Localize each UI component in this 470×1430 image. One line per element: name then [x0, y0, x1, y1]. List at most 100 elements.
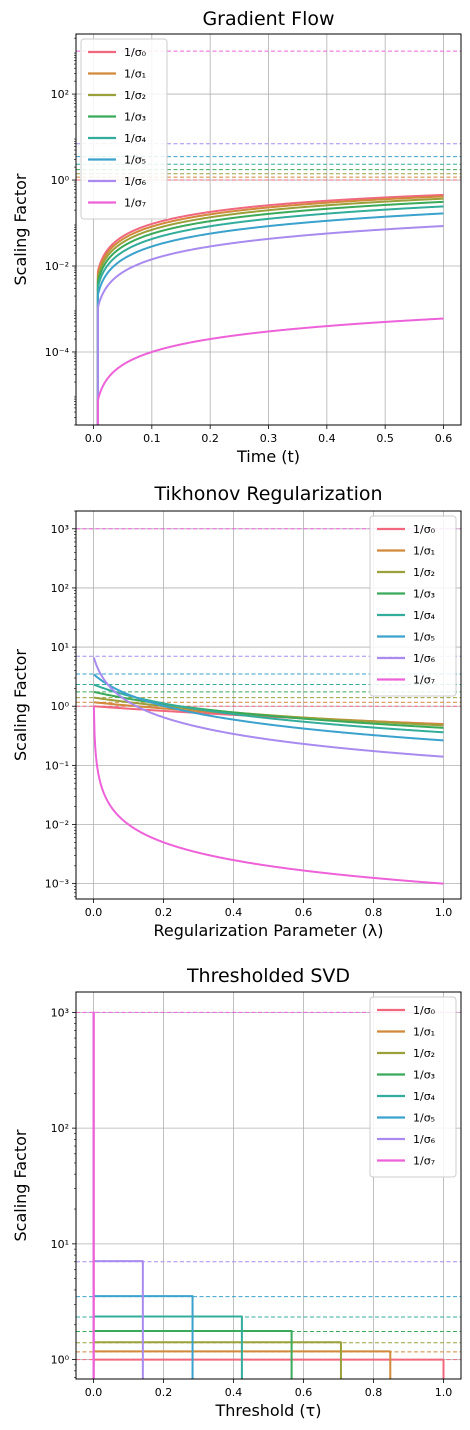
x-tick-label: 0.5 [376, 432, 394, 445]
x-axis-label: Time (t) [236, 447, 300, 466]
y-tick-label: 10² [51, 1122, 69, 1135]
chart-2: 0.0 0.2 0.4 0.6 0.8 1.0 10⁻³ 10⁻² 10⁻¹ 10⁰ 10¹ 10² 1… [11, 483, 462, 940]
x-tick-label: 0.4 [318, 432, 336, 445]
chart-3: 0.0 0.2 0.4 0.6 0.8 1.0 10⁰ 10¹ 10² 10³ Thresholde… [11, 965, 462, 1420]
y-axis-label: Scaling Factor [11, 173, 30, 285]
y-tick-label: 10⁰ [51, 1354, 70, 1367]
series-line-6 [93, 1260, 144, 1379]
series-line-5 [96, 212, 444, 425]
x-tick-label: 0.1 [143, 432, 161, 445]
y-tick-label: 10⁰ [51, 174, 70, 187]
legend-label-1: 1/σ₁ [413, 545, 435, 558]
series-line-4 [96, 205, 444, 425]
chart-1: 0.0 0.1 0.2 0.3 0.4 0.5 0.6 10⁻⁴ 10⁻² 10⁰ 10² Gradi… [11, 8, 462, 466]
legend-label-3: 1/σ₃ [413, 1069, 435, 1082]
legend-box [369, 996, 457, 1178]
y-tick-label: 10⁻² [45, 260, 69, 273]
y-axis-label: Scaling Factor [11, 1129, 30, 1241]
series-line-7 [92, 706, 444, 885]
x-tick-label: 0.0 [85, 906, 103, 919]
series-line-3 [96, 200, 444, 425]
x-tick-label: 1.0 [435, 906, 453, 919]
x-tick-label: 0.0 [85, 432, 103, 445]
y-tick-label: 10⁰ [51, 700, 70, 713]
y-tick-label: 10¹ [51, 1238, 69, 1251]
legend-label-7: 1/σ₇ [124, 197, 146, 210]
legend-label-4: 1/σ₄ [124, 132, 147, 145]
legend-label-5: 1/σ₅ [124, 154, 146, 167]
axes-frame [75, 991, 462, 1380]
y-tick-label: 10² [51, 582, 69, 595]
legend-label-6: 1/σ₆ [413, 1133, 436, 1146]
legend-label-2: 1/σ₂ [124, 89, 146, 102]
series-line-3 [93, 1330, 293, 1379]
legend-label-2: 1/σ₂ [413, 566, 435, 579]
x-tick-label: 0.6 [295, 906, 313, 919]
legend-label-5: 1/σ₅ [413, 631, 435, 644]
series-line-1 [96, 195, 444, 425]
series-line-4 [93, 1315, 243, 1379]
y-tick-label: 10² [51, 88, 69, 101]
legend-box [80, 38, 168, 220]
legend: 1/σ₀ 1/σ₁ 1/σ₂ 1/σ₃ 1/σ₄ 1/σ₅ 1/σ₆ 1/σ₇ [369, 996, 457, 1178]
legend-label-0: 1/σ₀ [124, 46, 147, 59]
legend-box [369, 515, 457, 697]
series-line-6 [92, 657, 444, 758]
legend: 1/σ₀ 1/σ₁ 1/σ₂ 1/σ₃ 1/σ₄ 1/σ₅ 1/σ₆ 1/σ₇ [369, 515, 457, 697]
y-tick-label: 10³ [51, 523, 69, 536]
x-tick-label: 1.0 [435, 1386, 453, 1399]
legend-label-4: 1/σ₄ [413, 1090, 436, 1103]
y-tick-label: 10¹ [51, 641, 69, 654]
legend-label-6: 1/σ₆ [124, 175, 147, 188]
legend-label-7: 1/σ₇ [413, 674, 435, 687]
series-line-0 [96, 193, 444, 425]
x-tick-label: 0.2 [155, 1386, 173, 1399]
y-tick-label: 10³ [51, 1006, 69, 1019]
x-tick-label: 0.8 [365, 906, 383, 919]
x-tick-label: 0.8 [365, 1386, 383, 1399]
x-tick-label: 0.6 [295, 1386, 313, 1399]
series-line-4 [93, 683, 444, 734]
series-line-5 [93, 1295, 194, 1379]
y-tick-label: 10⁻³ [45, 878, 69, 891]
legend: 1/σ₀ 1/σ₁ 1/σ₂ 1/σ₃ 1/σ₄ 1/σ₅ 1/σ₆ 1/σ₇ [80, 38, 168, 220]
y-tick-label: 10⁻¹ [45, 759, 69, 772]
series-line-2 [93, 1341, 342, 1379]
y-axis-label: Scaling Factor [11, 649, 30, 761]
legend-label-2: 1/σ₂ [413, 1047, 435, 1060]
x-axis-label: Regularization Parameter (λ) [153, 921, 383, 940]
legend-label-6: 1/σ₆ [413, 652, 436, 665]
y-tick-label: 10⁻⁴ [45, 346, 70, 359]
chart-title: Gradient Flow [202, 8, 334, 30]
legend-label-1: 1/σ₁ [413, 1026, 435, 1039]
legend-label-4: 1/σ₄ [413, 609, 436, 622]
legend-label-3: 1/σ₃ [124, 111, 146, 124]
y-tick-label: 10⁻² [45, 819, 69, 832]
x-tick-label: 0.6 [435, 432, 453, 445]
x-tick-label: 0.4 [225, 906, 243, 919]
series-line-1 [93, 701, 444, 726]
legend-label-5: 1/σ₅ [413, 1112, 435, 1125]
x-tick-label: 0.2 [201, 432, 219, 445]
x-tick-label: 0.0 [85, 1386, 103, 1399]
series-line-2 [96, 197, 444, 425]
x-axis-label: Threshold (τ) [214, 1401, 321, 1420]
series-line-0 [93, 1358, 445, 1379]
chart-title: Thresholded SVD [186, 965, 350, 987]
x-tick-label: 0.4 [225, 1386, 243, 1399]
plot-area [76, 50, 461, 425]
chart-title: Tikhonov Regularization [153, 483, 382, 505]
series-line-5 [93, 673, 444, 742]
axes-frame [75, 510, 462, 900]
series-line-6 [96, 225, 444, 425]
legend-label-7: 1/σ₇ [413, 1155, 435, 1168]
x-tick-label: 0.3 [260, 432, 278, 445]
legend-label-3: 1/σ₃ [413, 588, 435, 601]
legend-label-1: 1/σ₁ [124, 68, 146, 81]
series-line-7 [96, 317, 444, 425]
x-tick-label: 0.2 [155, 906, 173, 919]
legend-label-0: 1/σ₀ [413, 1004, 436, 1017]
plot-area [76, 1011, 461, 1379]
legend-label-0: 1/σ₀ [413, 523, 436, 536]
